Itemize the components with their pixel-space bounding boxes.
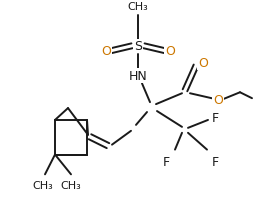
Text: O: O: [165, 45, 175, 58]
Text: O: O: [213, 93, 223, 106]
Text: CH₃: CH₃: [128, 2, 148, 12]
Text: F: F: [212, 112, 219, 125]
Text: S: S: [134, 40, 142, 53]
Text: HN: HN: [129, 70, 147, 83]
Text: O: O: [101, 45, 111, 58]
Text: O: O: [198, 57, 208, 70]
Text: F: F: [212, 155, 219, 168]
Text: CH₃: CH₃: [33, 180, 53, 190]
Text: CH₃: CH₃: [61, 180, 81, 190]
Text: F: F: [163, 155, 170, 168]
